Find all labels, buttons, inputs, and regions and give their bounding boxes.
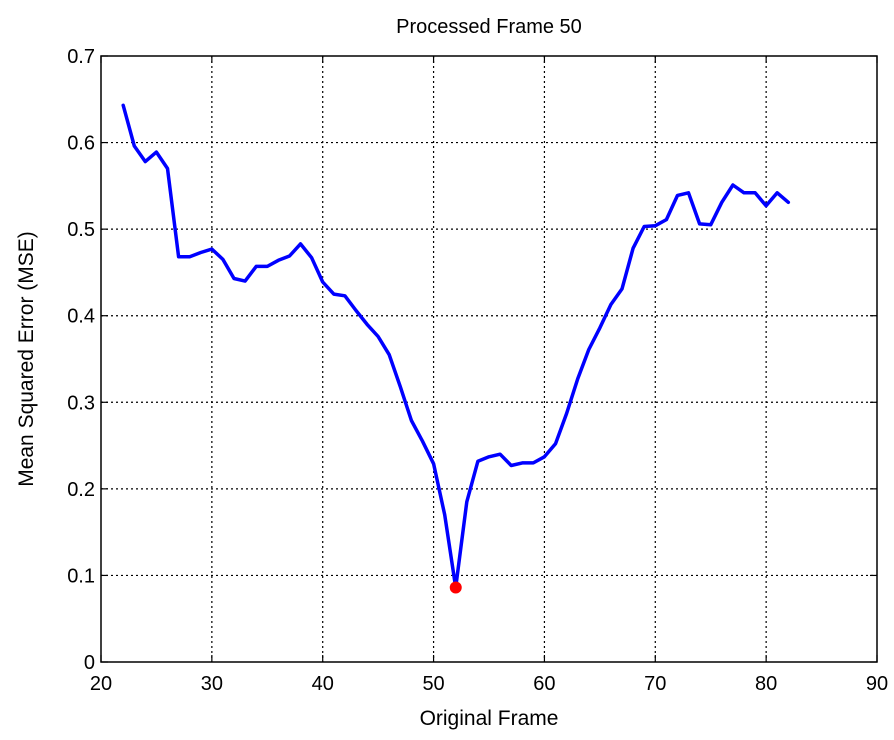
x-tick-label: 50: [422, 673, 444, 695]
series-line: [121, 103, 791, 590]
x-tick-label: 40: [312, 673, 334, 695]
y-tick-label: 0: [84, 652, 95, 674]
chart-title: Processed Frame 50: [396, 16, 582, 38]
y-tick-label: 0.2: [67, 479, 95, 501]
y-tick-label: 0.3: [67, 392, 95, 414]
axis-ticks: 20 30 40 50 60 70 80 90 0 0.1 0.2 0.3 0.4 0.5 0.6 0.7: [67, 46, 888, 695]
x-tick-label: 80: [755, 673, 777, 695]
y-tick-label: 0.5: [67, 219, 95, 241]
series: [121, 103, 791, 594]
x-axis-label: Original Frame: [420, 707, 559, 730]
grid: [101, 56, 877, 662]
x-tick-label: 60: [533, 673, 555, 695]
y-axis-label: Mean Squared Error (MSE): [15, 231, 38, 487]
x-tick-label: 20: [90, 673, 112, 695]
y-tick-label: 0.6: [67, 133, 95, 155]
y-tick-label: 0.4: [67, 306, 95, 328]
x-tick-label: 90: [866, 673, 888, 695]
y-tick-label: 0.1: [67, 565, 95, 587]
x-tick-label: 30: [201, 673, 223, 695]
plot-area-frame: [100, 55, 878, 663]
y-tick-label: 0.7: [67, 46, 95, 68]
minimum-point-marker: [449, 581, 462, 594]
x-tick-label: 70: [644, 673, 666, 695]
